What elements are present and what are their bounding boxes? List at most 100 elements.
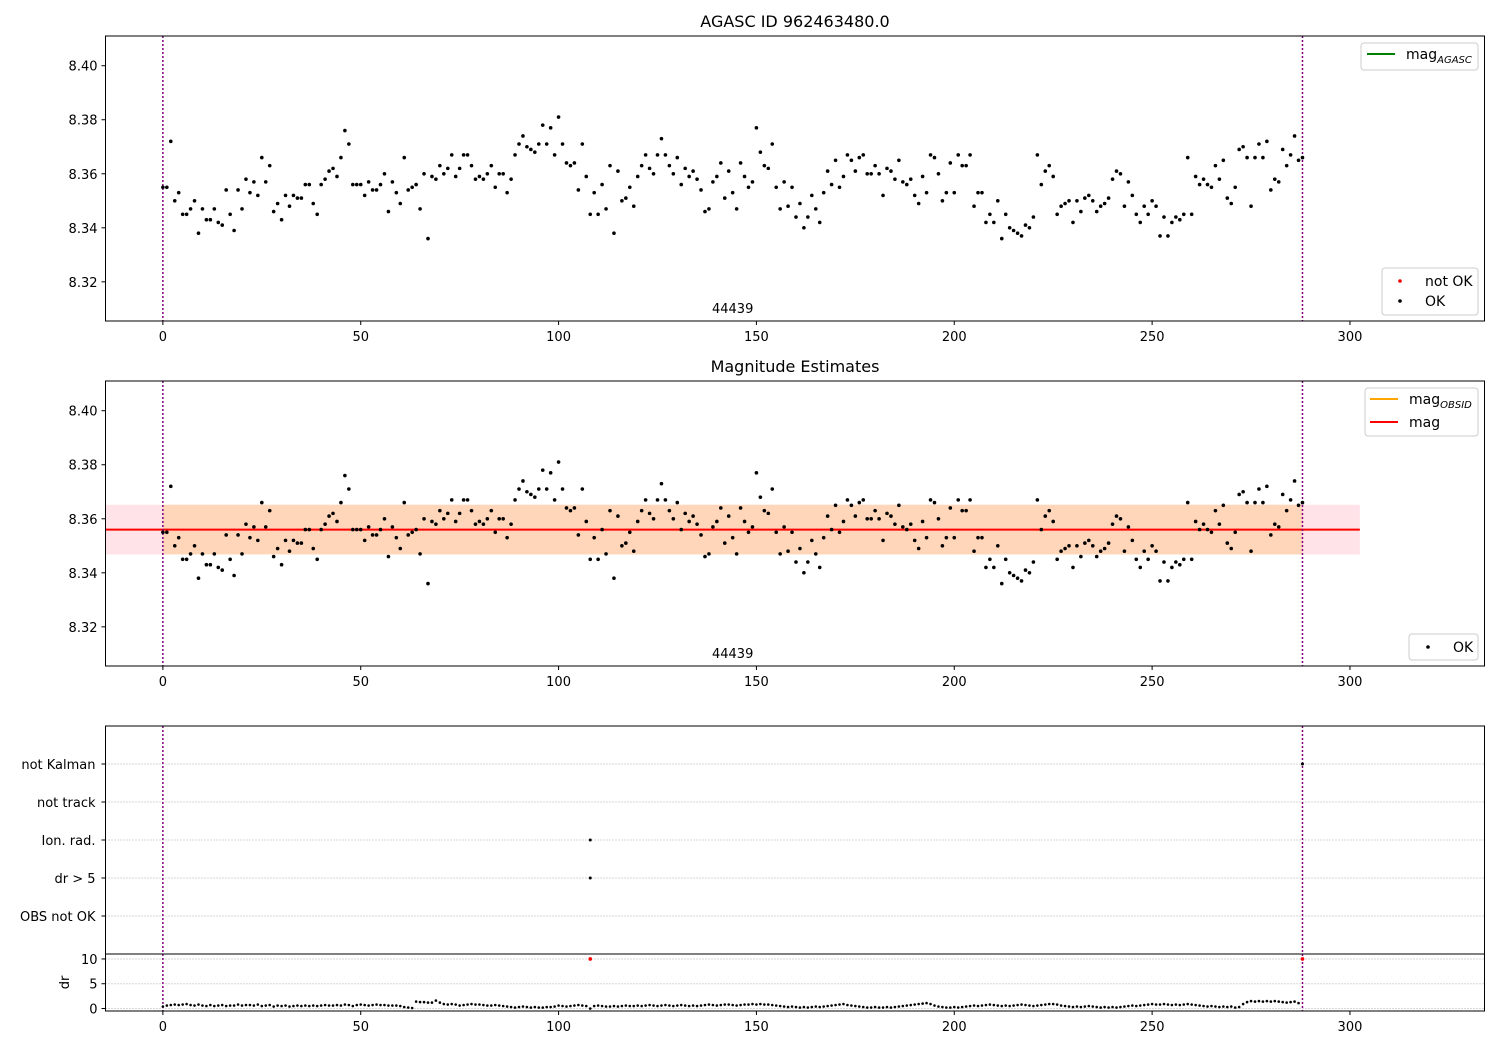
panel2-ok-point (794, 560, 798, 564)
panel4-dr-point (881, 1006, 885, 1009)
panel4-dr-point (679, 1003, 683, 1007)
panel2-ok-point (477, 519, 482, 524)
panel1-ok-point (1126, 180, 1131, 184)
panel4-dr-point (885, 1005, 889, 1009)
panel1-ok-point (1162, 215, 1166, 219)
panel2-ok-point (837, 530, 842, 535)
panel2-ok-point (548, 471, 553, 475)
panel2-ok-point (881, 538, 885, 543)
panel4-dr-point (632, 1004, 636, 1008)
panel4-dr-point (719, 1003, 723, 1007)
panel2-ok-point (1087, 538, 1091, 543)
panel2-ok-point (1233, 530, 1238, 535)
panel1-ok-point (1300, 155, 1305, 160)
panel1-ok-point (956, 153, 961, 157)
panel4-dr-point (830, 1004, 833, 1007)
panel4-dr-point (319, 1004, 323, 1007)
panel1-ok-point (188, 207, 193, 211)
panel2-ok-point (1209, 530, 1214, 535)
panel1-ok-point (1142, 204, 1147, 208)
panel4-dr-point (917, 1002, 920, 1006)
panel4-dr-point (1281, 1000, 1284, 1004)
panel2-ok-point (889, 514, 893, 518)
panel2-ok-point (833, 503, 838, 508)
panel2-ok-point (1015, 576, 1020, 581)
panel4-dr-point (383, 1003, 386, 1007)
panel1-ok-point (465, 153, 470, 157)
panel4-dr-point (624, 1004, 628, 1007)
panel4-dr-point (474, 1003, 477, 1006)
panel1-ok-point (920, 174, 925, 179)
panel2-ok-point (924, 535, 929, 540)
panel2-ok-point (584, 519, 589, 524)
panel2-ok-point (817, 565, 822, 570)
panel1-ok-point (912, 193, 917, 198)
panel1-legend-status (1381, 267, 1479, 316)
panel1-ok-point (600, 182, 604, 187)
panel2-ok-point (631, 549, 636, 553)
panel1-ok-point (267, 163, 272, 168)
panel1-ok-point (948, 161, 953, 165)
panel2-ok-point (738, 506, 743, 510)
panel4-dr-point (1016, 1003, 1019, 1007)
panel1-ok-point (1130, 193, 1135, 198)
panel2-ok-point (877, 516, 881, 521)
panel1-ok-point (449, 153, 454, 157)
panel1-ok-point (845, 153, 850, 157)
panel2-ok-point (315, 557, 319, 562)
panel1-ok-point (548, 126, 553, 130)
panel1-ok-point (659, 136, 664, 141)
panel2-ok-point (1023, 568, 1028, 572)
panel4-dr-point (240, 1004, 244, 1007)
panel4-dr-point (1241, 1002, 1245, 1006)
panel1-ok-point (995, 198, 1000, 203)
panel1-ok-point (707, 207, 711, 211)
panel1-ok-point (1209, 185, 1214, 190)
panel1-ok-point (730, 190, 735, 195)
panel4-xtick-label: 300 (1338, 1020, 1363, 1035)
panel4-xtick-label: 50 (352, 1020, 369, 1035)
panel1-ok-point (438, 163, 442, 168)
panel2-ok-point (1090, 543, 1095, 548)
panel2-ok-point (707, 552, 711, 556)
panel2-ok-point (485, 516, 490, 521)
panel1-ok-point (889, 169, 893, 173)
panel4-dr-point (1131, 1004, 1134, 1007)
panel2-ok-point (469, 508, 474, 513)
panel1-ok-point (184, 212, 189, 217)
panel4-dr-point (1233, 1006, 1237, 1009)
panel2-ok-point (248, 535, 252, 540)
panel1-ok-point (940, 198, 945, 203)
panel2-ok-point (1300, 500, 1305, 505)
panel2-ok-point (679, 527, 684, 532)
panel2-ok-point (1063, 546, 1067, 551)
panel2-ok-point (271, 554, 276, 559)
panel2-ok-point (1142, 549, 1147, 553)
panel1-ok-point (1265, 139, 1269, 144)
panel1-ok-point (643, 153, 648, 157)
panel1-ok-point (327, 169, 331, 173)
panel2-ok-point (774, 530, 779, 535)
panel4-dr-point (1261, 1000, 1265, 1003)
panel1-ok-point (750, 180, 755, 184)
panel1-ok-point (256, 193, 260, 198)
panel2-ok-point (873, 508, 877, 513)
panel1-ok-point (248, 190, 252, 195)
panel4-dr-point (687, 1004, 691, 1008)
panel1-xtick-label: 150 (744, 330, 769, 345)
panel2-ok-point (1055, 557, 1059, 562)
panel2-ok-point (168, 484, 173, 489)
panel4-dr-point (1178, 1003, 1182, 1007)
panel4-dr-point (1277, 1000, 1281, 1003)
panel1-ok-point (434, 177, 438, 181)
panel2-ok-point (1011, 573, 1016, 578)
panel1-ok-point (746, 185, 751, 190)
panel2-ok-point (327, 514, 331, 518)
panel1-ok-point (291, 193, 296, 198)
panel2-ok-point (240, 552, 244, 556)
panel1-ok-point (928, 153, 933, 157)
panel2-ok-point (1158, 579, 1162, 583)
panel4-dr-point (620, 1004, 624, 1008)
panel1-ok-point (232, 228, 236, 233)
panel1-ok-point (196, 231, 201, 236)
